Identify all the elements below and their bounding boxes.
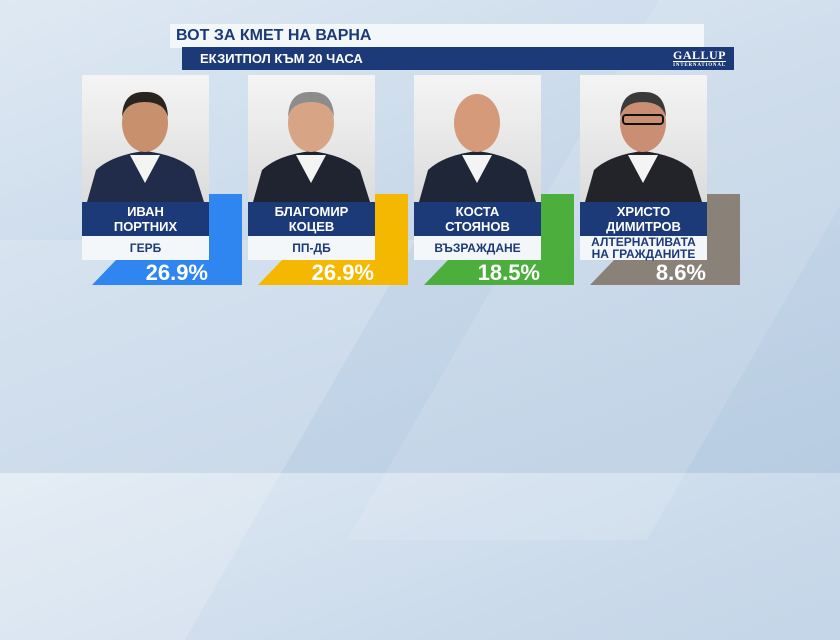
gallup-logo: GALLUP INTERNATIONAL	[672, 48, 726, 68]
accent-shape	[258, 194, 408, 285]
page-subtitle: ЕКЗИТПОЛ КЪМ 20 ЧАСА GALLUP INTERNATIONA…	[182, 47, 734, 70]
portrait-silhouette	[253, 91, 370, 202]
accent-polygon	[92, 194, 242, 285]
head	[122, 94, 168, 152]
portrait-silhouette	[87, 91, 204, 202]
candidate-party: ПП-ДБ	[248, 236, 375, 260]
accent-polygon	[258, 194, 408, 285]
candidate-name: ИВАН ПОРТНИХ	[82, 202, 209, 236]
portrait-silhouette	[419, 94, 536, 202]
candidate-card: КОСТА СТОЯНОВ ВЪЗРАЖДАНЕ 18.5%	[414, 75, 574, 285]
candidate-percentage: 18.5%	[477, 260, 540, 285]
candidate-photo	[82, 75, 209, 202]
candidate-photo	[580, 75, 707, 202]
accent-polygon	[590, 194, 740, 285]
background-stripe	[0, 240, 416, 640]
candidate-percentage: 8.6%	[655, 260, 706, 285]
candidate-card: БЛАГОМИР КОЦЕВ ПП-ДБ 26.9%	[248, 75, 408, 285]
candidate-photo	[414, 75, 541, 202]
hair	[620, 91, 666, 117]
candidate-card: ХРИСТО ДИМИТРОВ АЛТЕРНАТИВАТА НА ГРАЖДАН…	[580, 75, 740, 285]
shirt	[628, 155, 658, 183]
candidate-name: БЛАГОМИР КОЦЕВ	[248, 202, 375, 236]
logo-line-1: GALLUP	[672, 48, 726, 62]
shirt	[296, 155, 326, 183]
head	[288, 94, 334, 152]
candidate-card: ИВАН ПОРТНИХ ГЕРБ 26.9%	[82, 75, 242, 285]
candidate-name: ХРИСТО ДИМИТРОВ	[580, 202, 707, 236]
candidate-percentage: 26.9%	[145, 260, 208, 285]
glasses	[622, 114, 664, 125]
candidate-party: ГЕРБ	[82, 236, 209, 260]
head	[454, 94, 500, 152]
candidate-percentage: 26.9%	[311, 260, 374, 285]
accent-polygon	[424, 194, 574, 285]
candidate-photo	[248, 75, 375, 202]
portrait-silhouette	[585, 91, 702, 202]
logo-line-2: INTERNATIONAL	[672, 61, 726, 68]
hair	[122, 91, 168, 117]
candidate-party: ВЪЗРАЖДАНЕ	[414, 236, 541, 260]
subtitle-text: ЕКЗИТПОЛ КЪМ 20 ЧАСА	[200, 51, 363, 66]
candidate-name: КОСТА СТОЯНОВ	[414, 202, 541, 236]
accent-shape	[92, 194, 242, 285]
candidate-party: АЛТЕРНАТИВАТА НА ГРАЖДАНИТЕ	[580, 236, 707, 260]
shirt	[462, 155, 492, 183]
page-title: ВОТ ЗА КМЕТ НА ВАРНА	[170, 24, 704, 48]
shirt	[130, 155, 160, 183]
hair	[288, 91, 334, 117]
accent-shape	[590, 194, 740, 285]
accent-shape	[424, 194, 574, 285]
